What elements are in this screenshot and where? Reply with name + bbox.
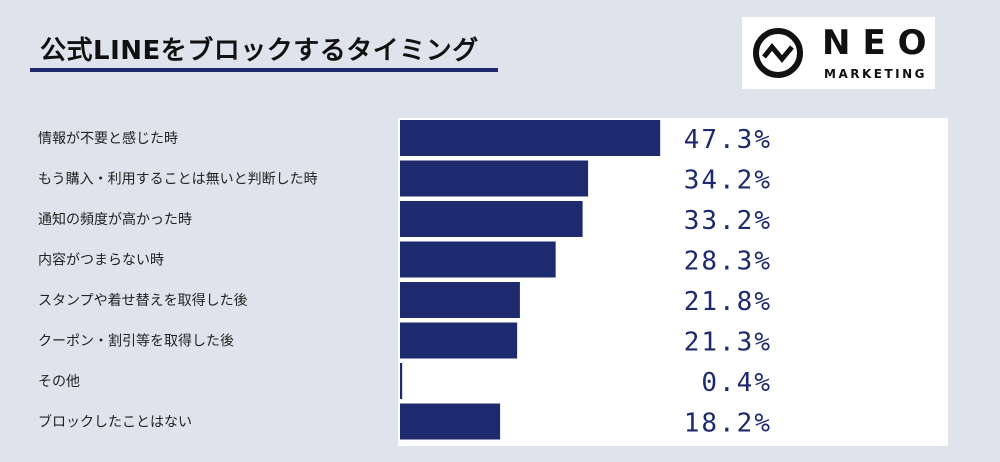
bar-1 <box>400 160 589 197</box>
category-label-5: クーポン・割引等を取得した後 <box>38 333 234 350</box>
bar-0 <box>400 120 661 156</box>
category-label-7: ブロックしたことはない <box>38 414 192 431</box>
neo-marketing-logo: NEO MARKETING <box>742 17 935 89</box>
category-label-0: 情報が不要と感じた時 <box>38 130 178 147</box>
bar-7 <box>400 403 501 440</box>
value-label-1: 34.2% <box>684 166 772 196</box>
value-label-7: 18.2% <box>684 409 772 439</box>
value-label-0: 47.3% <box>684 125 772 155</box>
category-label-2: 通知の頻度が高かった時 <box>38 211 192 228</box>
value-label-2: 33.2% <box>684 206 772 236</box>
bar-4 <box>400 282 520 318</box>
bar-3 <box>400 241 556 278</box>
category-label-3: 内容がつまらない時 <box>38 252 164 269</box>
logo-subtitle: MARKETING <box>824 67 928 81</box>
title-underline <box>30 68 498 72</box>
category-label-6: その他 <box>38 374 80 390</box>
logo-icon <box>753 28 803 78</box>
logo-name: NEO <box>822 23 939 63</box>
value-label-3: 28.3% <box>684 247 772 277</box>
bar-5 <box>400 322 518 359</box>
chart-title: 公式LINEをブロックするタイミング <box>40 36 479 66</box>
bar-6 <box>400 363 403 399</box>
value-label-6: 0.4% <box>701 368 772 398</box>
category-label-1: もう購入・利用することは無いと判断した時 <box>38 172 318 188</box>
category-label-4: スタンプや着せ替えを取得した後 <box>38 292 248 309</box>
value-label-4: 21.8% <box>684 287 772 317</box>
value-label-5: 21.3% <box>684 328 772 358</box>
bar-2 <box>400 201 583 237</box>
